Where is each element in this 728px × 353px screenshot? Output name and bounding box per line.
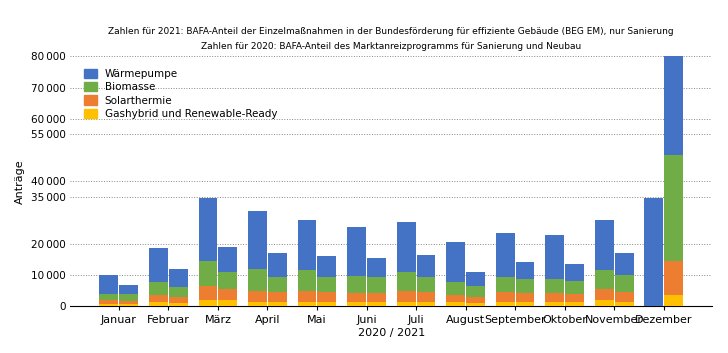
Bar [248,269,267,291]
Bar [545,279,564,293]
Bar [199,261,218,286]
Text: Zahlen für 2020: BAFA-Anteil des Marktanreizprogramms für Sanierung und Neubau: Zahlen für 2020: BAFA-Anteil des Marktan… [201,42,582,51]
Bar [248,291,267,301]
Bar [545,235,564,279]
Bar [545,293,564,301]
Bar [347,303,366,306]
Bar [515,279,534,293]
Bar [298,270,317,291]
Bar [595,220,614,270]
Bar [565,294,584,301]
Bar [119,300,138,304]
Bar [199,198,218,261]
Bar [298,291,317,301]
Bar [466,297,485,303]
Bar [416,276,435,292]
Bar [149,303,168,306]
Bar [595,270,614,289]
Bar [565,264,584,281]
Bar [614,292,633,301]
Bar [149,248,168,282]
Bar [169,269,188,287]
Bar [218,300,237,306]
Bar [367,293,386,301]
Bar [298,301,317,306]
Bar [119,285,138,294]
Bar [218,272,237,289]
Bar [614,253,633,275]
Bar [367,277,386,293]
Bar [614,275,633,292]
Bar [298,220,317,270]
Text: Zahlen für 2021: BAFA-Anteil der Einzelmaßnahmen in der Bundesförderung für effi: Zahlen für 2021: BAFA-Anteil der Einzelm… [108,27,674,36]
Bar [644,198,663,306]
Bar [466,286,485,297]
Bar [218,247,237,272]
Bar [446,282,465,295]
Bar [347,293,366,303]
Bar [317,292,336,301]
Bar [268,276,287,292]
Bar [496,292,515,301]
Y-axis label: Anträge: Anträge [15,159,25,204]
Bar [466,303,485,306]
Bar [317,301,336,306]
Bar [496,301,515,306]
Bar [466,272,485,286]
Bar [268,253,287,276]
Bar [397,291,416,301]
Bar [446,295,465,303]
Bar [595,300,614,306]
Bar [218,289,237,300]
Bar [664,155,683,261]
Bar [446,241,465,282]
Bar [317,276,336,292]
Bar [565,301,584,306]
Bar [416,301,435,306]
Bar [248,301,267,306]
Bar [515,293,534,301]
Bar [397,222,416,272]
Bar [515,301,534,306]
X-axis label: 2020 / 2021: 2020 / 2021 [357,328,425,338]
Bar [565,281,584,294]
Bar [169,298,188,303]
Bar [199,286,218,300]
Bar [248,211,267,269]
Legend: Wärmepumpe, Biomasse, Solarthermie, Gashybrid und Renewable-Ready: Wärmepumpe, Biomasse, Solarthermie, Gash… [82,66,280,121]
Bar [664,0,683,155]
Bar [416,292,435,301]
Bar [100,304,119,306]
Bar [169,303,188,306]
Bar [595,289,614,300]
Bar [416,255,435,276]
Bar [664,295,683,306]
Bar [664,261,683,295]
Bar [100,300,119,304]
Bar [347,227,366,276]
Bar [268,292,287,301]
Bar [347,276,366,293]
Bar [149,295,168,303]
Bar [169,287,188,298]
Bar [545,301,564,306]
Bar [199,300,218,306]
Bar [446,303,465,306]
Bar [100,294,119,300]
Bar [496,276,515,292]
Bar [100,275,119,294]
Bar [149,282,168,295]
Bar [367,301,386,306]
Bar [496,233,515,276]
Bar [119,294,138,300]
Bar [268,301,287,306]
Bar [515,262,534,279]
Bar [367,258,386,277]
Bar [397,272,416,291]
Bar [614,301,633,306]
Bar [397,301,416,306]
Bar [119,304,138,306]
Bar [317,256,336,276]
